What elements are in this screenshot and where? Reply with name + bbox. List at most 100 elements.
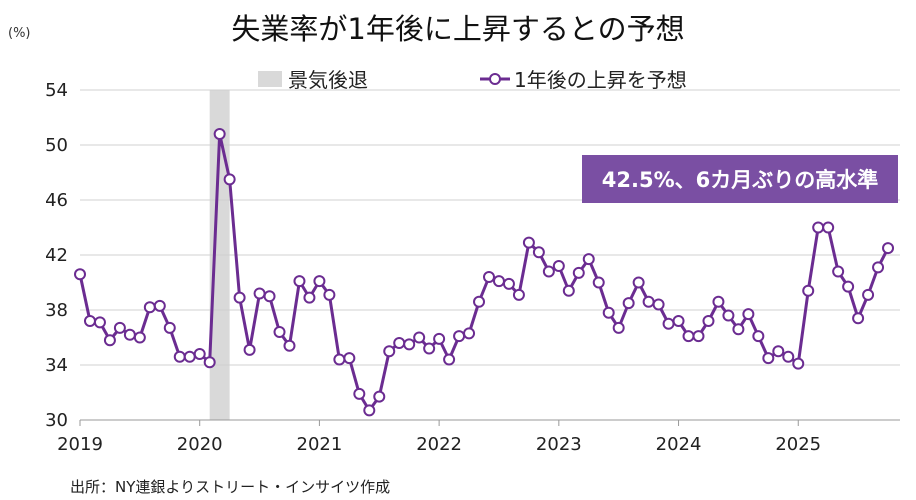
legend-recession-label: 景気後退: [288, 68, 368, 92]
data-point: [93, 316, 106, 329]
data-point: [203, 356, 216, 369]
data-point: [722, 309, 735, 322]
data-point: [692, 330, 705, 343]
data-point: [572, 266, 585, 279]
data-point: [463, 327, 476, 340]
data-point: [303, 291, 316, 304]
data-point: [882, 242, 895, 255]
data-point: [373, 390, 386, 403]
data-point: [483, 271, 496, 283]
data-point: [433, 332, 446, 345]
data-point: [552, 260, 565, 272]
data-point: [453, 330, 466, 343]
data-point: [153, 299, 166, 312]
data-point: [792, 357, 805, 370]
data-point: [313, 275, 326, 288]
data-point: [822, 221, 835, 234]
y-tick-label: 42: [45, 245, 68, 266]
x-tick-label: 2022: [416, 434, 462, 455]
series-line: [78, 132, 890, 412]
data-point: [582, 253, 595, 266]
y-tick-label: 46: [45, 190, 68, 211]
y-tick-label: 34: [45, 355, 68, 376]
data-point: [772, 345, 785, 358]
data-point: [273, 326, 286, 338]
data-point: [343, 352, 356, 365]
data-point: [113, 321, 126, 334]
data-point: [812, 221, 825, 234]
data-point: [163, 321, 176, 334]
data-point: [782, 350, 795, 363]
data-point: [353, 387, 366, 400]
data-point: [233, 291, 246, 304]
data-point: [512, 288, 525, 301]
data-point: [672, 315, 685, 327]
y-unit-label: (%): [8, 26, 31, 41]
data-point: [473, 295, 486, 308]
data-point: [193, 348, 206, 360]
data-point: [862, 288, 875, 301]
data-point: [522, 236, 535, 249]
x-tick-label: 2021: [297, 434, 343, 455]
x-tick-label: 2019: [57, 434, 103, 455]
data-point: [532, 246, 545, 259]
data-point: [173, 350, 186, 363]
data-point: [403, 338, 416, 351]
data-point: [492, 275, 505, 288]
data-point: [383, 345, 396, 358]
data-point: [143, 301, 156, 314]
data-point: [502, 277, 515, 290]
legend-recession: 景気後退: [258, 64, 368, 93]
data-point: [123, 328, 136, 341]
data-point: [542, 265, 555, 278]
data-point: [283, 339, 296, 352]
data-point: [662, 317, 675, 330]
data-point: [263, 290, 276, 303]
y-tick-label: 54: [45, 80, 68, 101]
data-point: [133, 331, 146, 344]
data-point: [83, 315, 96, 327]
x-tick-label: 2025: [775, 434, 821, 455]
data-point: [702, 315, 715, 327]
chart-title: 失業率が1年後に上昇するとの予想: [231, 12, 685, 46]
x-tick-label: 2024: [656, 434, 702, 455]
data-point: [243, 343, 256, 356]
callout-box: 42.5%、6カ月ぶりの高水準: [582, 155, 898, 203]
data-point: [363, 404, 376, 417]
data-point: [443, 353, 456, 366]
data-point: [393, 337, 406, 349]
data-point: [872, 261, 885, 274]
x-tick-label: 2020: [177, 434, 223, 455]
data-point: [622, 297, 635, 310]
y-tick-label: 30: [45, 410, 68, 431]
data-point: [223, 173, 236, 186]
data-point: [802, 284, 815, 297]
data-point: [752, 330, 765, 343]
data-point: [852, 312, 865, 325]
data-point: [612, 321, 625, 334]
data-point: [213, 128, 226, 140]
data-point: [74, 268, 86, 281]
data-point: [652, 298, 665, 311]
data-point: [602, 306, 615, 319]
data-point: [832, 265, 845, 278]
data-point: [413, 331, 426, 344]
source-note: 出所：NY連銀よりストリート・インサイツ作成: [70, 478, 391, 496]
data-point: [103, 334, 116, 347]
y-tick-label: 50: [45, 135, 68, 156]
data-point: [742, 308, 755, 321]
data-point: [562, 284, 575, 297]
data-point: [682, 330, 695, 343]
series-swatch: [480, 72, 510, 85]
data-point: [712, 295, 725, 308]
data-point: [253, 287, 266, 300]
data-point: [632, 276, 645, 289]
data-point: [293, 275, 306, 288]
recession-swatch: [258, 70, 282, 87]
data-point: [333, 353, 346, 366]
y-tick-label: 38: [45, 300, 68, 321]
data-point: [762, 352, 775, 365]
legend-series-label: 1年後の上昇を予想: [514, 68, 687, 92]
